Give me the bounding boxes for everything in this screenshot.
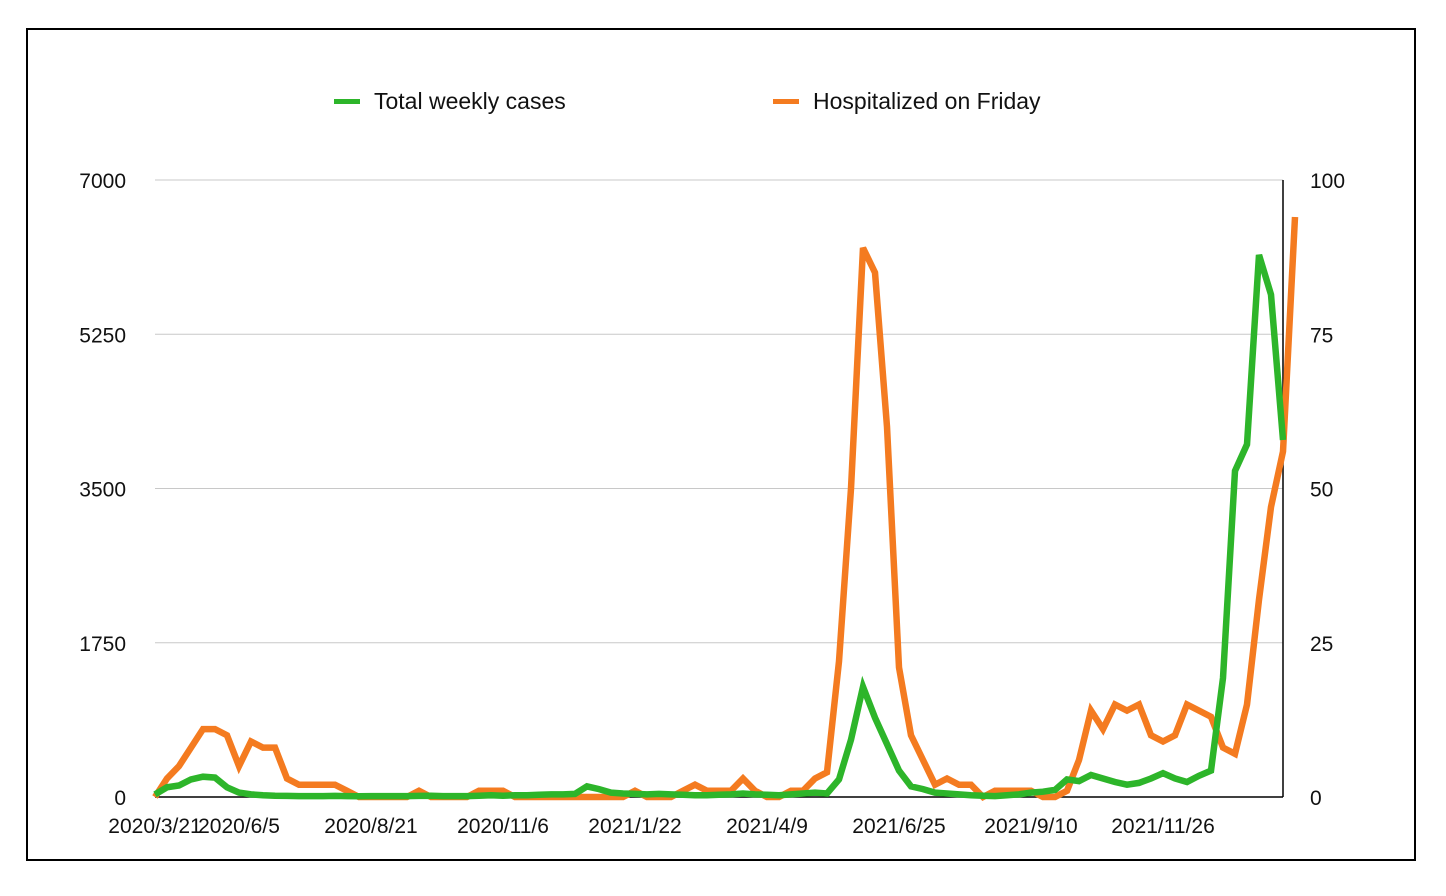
legend-item-hospitalized-on-friday: Hospitalized on Friday — [773, 88, 1041, 115]
x-tick-label: 2021/4/9 — [726, 815, 808, 838]
x-tick-label: 2020/3/21 — [108, 815, 201, 838]
legend: Total weekly cases Hospitalized on Frida… — [0, 88, 1446, 118]
y-right-tick-label: 0 — [1310, 787, 1322, 810]
x-tick-label: 2021/1/22 — [588, 815, 681, 838]
series-line-total-weekly-cases — [153, 253, 1287, 800]
y-right-tick-label: 50 — [1310, 479, 1333, 502]
legend-label-hospitalized-on-friday: Hospitalized on Friday — [813, 88, 1041, 114]
gridlines — [155, 179, 1283, 644]
x-tick-label: 2020/11/6 — [457, 815, 549, 838]
x-tick-label: 2020/8/21 — [324, 815, 417, 838]
tick-labels: 0175035005250700002550751002020/3/212020… — [79, 170, 1345, 838]
legend-swatch-hospitalized-on-friday — [773, 99, 799, 104]
x-tick-label: 2021/9/10 — [984, 815, 1077, 838]
series-line-hospitalized-on-friday — [152, 216, 1299, 801]
y-right-tick-label: 100 — [1310, 170, 1345, 193]
y-left-tick-label: 1750 — [79, 633, 126, 656]
chart-frame — [26, 28, 1416, 861]
legend-swatch-total-weekly-cases — [334, 99, 360, 104]
y-left-tick-label: 7000 — [79, 170, 126, 193]
series-lines — [152, 216, 1299, 801]
y-left-tick-label: 3500 — [79, 479, 126, 502]
y-right-tick-label: 75 — [1310, 324, 1333, 347]
legend-label-total-weekly-cases: Total weekly cases — [374, 88, 566, 114]
legend-item-total-weekly-cases: Total weekly cases — [334, 88, 566, 115]
y-right-tick-label: 25 — [1310, 633, 1333, 656]
x-tick-label: 2020/6/5 — [198, 815, 280, 838]
y-left-tick-label: 0 — [114, 787, 126, 810]
x-tick-label: 2021/6/25 — [852, 815, 945, 838]
y-left-tick-label: 5250 — [79, 324, 126, 347]
x-tick-label: 2021/11/26 — [1111, 815, 1215, 838]
